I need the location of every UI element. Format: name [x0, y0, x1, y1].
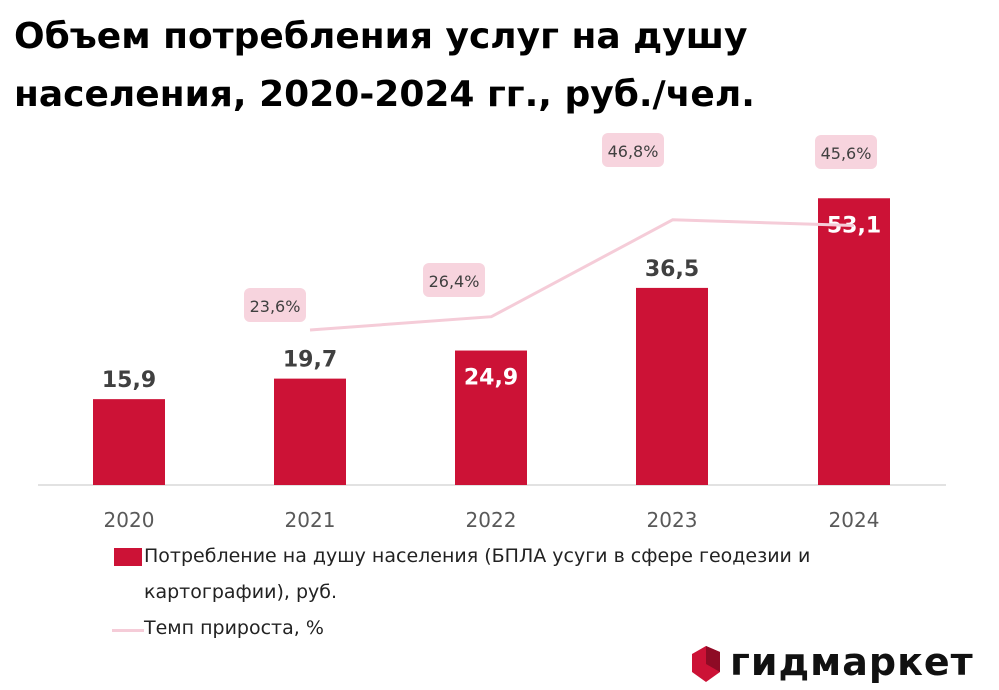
growth-label-box-2022	[423, 263, 485, 297]
bar-value-label-2022: 24,9	[464, 366, 518, 391]
bar-2021	[274, 378, 346, 485]
brand-logo: гидмаркет	[690, 638, 990, 688]
bar-2020	[93, 399, 165, 485]
x-tick-label-2024: 2024	[829, 508, 880, 532]
x-tick-label-2022: 2022	[466, 508, 517, 532]
legend-label-line: Темп прироста, %	[144, 617, 324, 639]
growth-rate-line	[309, 218, 855, 332]
logo-text: гидмаркет	[730, 640, 974, 684]
growth-label-box-2021	[244, 288, 306, 322]
legend-item-bar: Потребление на душу населения (БПЛА усуг…	[108, 538, 908, 610]
growth-label-box-2023	[602, 133, 664, 167]
growth-label-2024: 45,6%	[821, 144, 872, 163]
gidmarket-logo-icon	[692, 646, 720, 682]
growth-label-2023: 46,8%	[608, 142, 659, 161]
x-tick-label-2023: 2023	[647, 508, 698, 532]
bar-value-label-2021: 19,7	[283, 348, 337, 373]
legend-swatch-line	[112, 629, 144, 632]
legend: Потребление на душу населения (БПЛА усуг…	[108, 538, 908, 646]
bar-2022	[455, 350, 527, 485]
growth-label-2022: 26,4%	[429, 272, 480, 291]
bar-value-label-2023: 36,5	[645, 257, 699, 282]
bar-2024	[818, 198, 890, 485]
legend-item-line: Темп прироста, %	[108, 610, 908, 646]
legend-label-bar: Потребление на душу населения (БПЛА усуг…	[144, 545, 811, 603]
x-tick-label-2020: 2020	[104, 508, 155, 532]
legend-swatch-bar	[114, 548, 142, 566]
growth-label-box-2024	[815, 135, 877, 169]
x-tick-label-2021: 2021	[285, 508, 336, 532]
bar-value-label-2020: 15,9	[102, 368, 156, 393]
chart-title: Объем потребления услуг на душу населени…	[14, 16, 755, 115]
chart-canvas: 15,9202019,7202124,9202236,5202353,12024…	[38, 133, 946, 532]
growth-label-2021: 23,6%	[250, 297, 301, 316]
bar-2023	[636, 287, 708, 485]
